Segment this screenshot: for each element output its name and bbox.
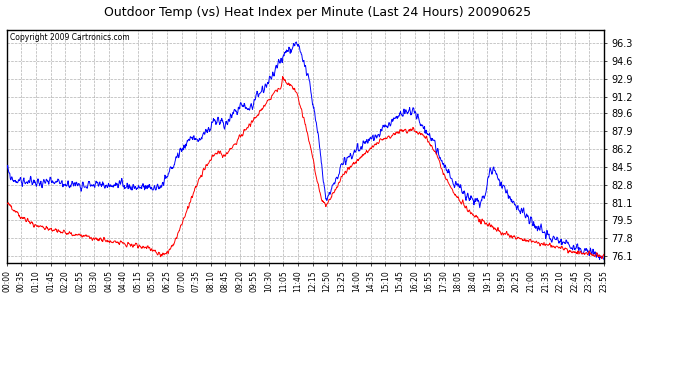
Text: Copyright 2009 Cartronics.com: Copyright 2009 Cartronics.com [10, 33, 130, 42]
Text: Outdoor Temp (vs) Heat Index per Minute (Last 24 Hours) 20090625: Outdoor Temp (vs) Heat Index per Minute … [104, 6, 531, 19]
